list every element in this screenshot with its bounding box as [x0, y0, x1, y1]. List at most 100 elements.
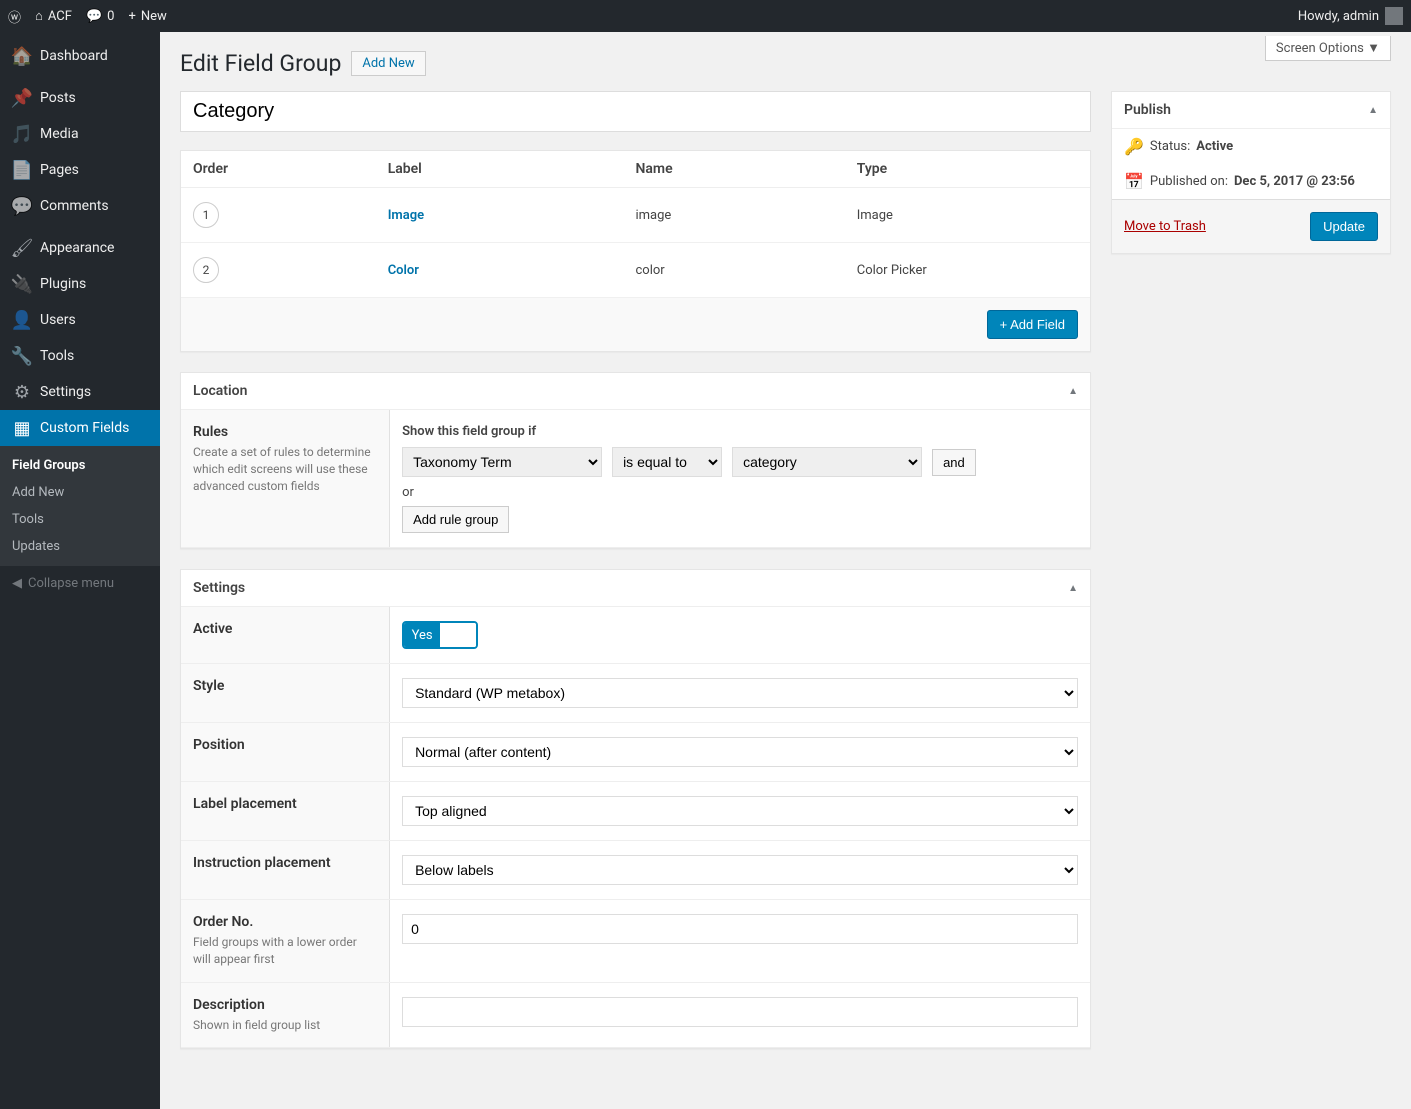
howdy-text: Howdy, admin [1298, 9, 1379, 24]
toggle-on-label: Yes [404, 623, 440, 647]
update-button[interactable]: Update [1310, 212, 1378, 241]
location-panel-header[interactable]: Location▲ [181, 373, 1090, 410]
wrench-icon: 🔧 [12, 346, 32, 366]
show-if-label: Show this field group if [402, 424, 1078, 439]
settings-title: Settings [193, 580, 245, 596]
site-link[interactable]: ⌂ACF [35, 8, 72, 24]
sidebar-item-comments[interactable]: 💬Comments [0, 188, 160, 224]
move-to-trash-link[interactable]: Move to Trash [1124, 219, 1206, 234]
add-new-button[interactable]: Add New [351, 51, 425, 76]
sidebar-label: Posts [40, 90, 76, 106]
published-value: Dec 5, 2017 @ 23:56 [1234, 174, 1355, 189]
screen-options-label: Screen Options [1276, 41, 1364, 56]
instruction-placement-select[interactable]: Below labels [402, 855, 1078, 885]
sidebar-item-tools[interactable]: 🔧 Tools [0, 338, 160, 374]
toggle-off [440, 623, 476, 647]
sidebar-item-posts[interactable]: 📌 Posts [0, 80, 160, 116]
location-param-select[interactable]: Taxonomy Term [402, 447, 602, 477]
col-type: Type [857, 161, 1078, 177]
style-label: Style [193, 678, 377, 694]
field-row[interactable]: 2 Color color Color Picker [181, 243, 1090, 298]
wordpress-icon: ⓦ [8, 7, 21, 26]
settings-panel-header[interactable]: Settings▲ [181, 570, 1090, 607]
col-order: Order [193, 161, 388, 177]
order-no-label: Order No. [193, 914, 377, 930]
add-rule-group-button[interactable]: Add rule group [402, 506, 509, 533]
new-link[interactable]: + New [128, 9, 166, 24]
field-type: Image [857, 208, 1078, 223]
description-label: Description [193, 997, 377, 1013]
submenu-tools[interactable]: Tools [0, 506, 160, 533]
collapse-menu[interactable]: ◀ Collapse menu [0, 566, 160, 601]
label-placement-select[interactable]: Top aligned [402, 796, 1078, 826]
sidebar-label: Media [40, 126, 79, 142]
collapse-label: Collapse menu [28, 576, 114, 591]
location-title: Location [193, 383, 247, 399]
sidebar-item-media[interactable]: 🎵Media [0, 116, 160, 152]
label-placement-label: Label placement [193, 796, 377, 812]
sidebar-item-plugins[interactable]: 🔌 Plugins [0, 266, 160, 302]
order-no-input[interactable] [402, 914, 1078, 944]
comment-icon: 💬 [12, 196, 32, 216]
page-icon: 📄 [12, 160, 32, 180]
status-row: 🔑 Status: Active [1112, 129, 1390, 164]
position-select[interactable]: Normal (after content) [402, 737, 1078, 767]
submenu-add-new[interactable]: Add New [0, 479, 160, 506]
published-label: Published on: [1150, 174, 1228, 189]
field-label-link[interactable]: Color [388, 263, 419, 278]
avatar-icon [1385, 7, 1403, 25]
calendar-icon: 📅 [1124, 172, 1144, 191]
sidebar-item-settings[interactable]: ⚙Settings [0, 374, 160, 410]
comment-icon: 💬 [86, 9, 102, 24]
plugin-icon: 🔌 [12, 274, 32, 294]
user-menu[interactable]: Howdy, admin [1298, 7, 1403, 25]
sidebar-item-dashboard[interactable]: 🏠Dashboard [0, 38, 160, 74]
style-select[interactable]: Standard (WP metabox) [402, 678, 1078, 708]
field-label-link[interactable]: Image [388, 208, 424, 223]
wp-logo[interactable]: ⓦ [8, 7, 21, 26]
order-badge[interactable]: 1 [193, 202, 219, 228]
field-row[interactable]: 1 Image image Image [181, 188, 1090, 243]
active-toggle[interactable]: Yes [402, 621, 478, 649]
page-title: Edit Field Group [180, 50, 341, 77]
brush-icon: 🖌 [12, 238, 32, 258]
chevron-down-icon: ▼ [1367, 41, 1380, 56]
submenu-field-groups[interactable]: Field Groups [0, 452, 160, 479]
comments-count: 0 [107, 9, 114, 24]
location-operator-select[interactable]: is equal to [612, 447, 722, 477]
publish-title: Publish [1124, 102, 1171, 118]
group-title-input[interactable] [180, 91, 1091, 132]
admin-sidebar: 🏠Dashboard 📌 Posts 🎵Media 📄Pages 💬Comment… [0, 32, 160, 1109]
add-field-button[interactable]: + Add Field [987, 310, 1078, 339]
collapse-icon: ◀ [12, 576, 22, 591]
sidebar-item-custom-fields[interactable]: ▦Custom Fields [0, 410, 160, 446]
sidebar-label: Users [40, 312, 76, 328]
pin-icon: 📌 [12, 88, 32, 108]
rules-label: Rules [193, 424, 377, 440]
fields-icon: ▦ [12, 418, 32, 438]
status-value: Active [1196, 139, 1233, 154]
sidebar-item-appearance[interactable]: 🖌Appearance [0, 230, 160, 266]
instruction-placement-label: Instruction placement [193, 855, 377, 871]
description-input[interactable] [402, 997, 1078, 1027]
publish-panel-header[interactable]: Publish▲ [1112, 92, 1390, 129]
new-label: New [141, 9, 167, 24]
comments-link[interactable]: 💬0 [86, 9, 115, 24]
location-value-select[interactable]: category [732, 447, 922, 477]
sidebar-item-pages[interactable]: 📄Pages [0, 152, 160, 188]
field-type: Color Picker [857, 263, 1078, 278]
active-label: Active [193, 621, 377, 637]
add-and-rule-button[interactable]: and [932, 449, 976, 476]
sidebar-item-users[interactable]: 👤 Users [0, 302, 160, 338]
order-no-desc: Field groups with a lower order will app… [193, 935, 357, 966]
user-icon: 👤 [12, 310, 32, 330]
sidebar-label: Plugins [40, 276, 86, 292]
order-badge[interactable]: 2 [193, 257, 219, 283]
fields-table-header: Order Label Name Type [181, 151, 1090, 188]
screen-options-toggle[interactable]: Screen Options ▼ [1265, 36, 1391, 61]
plus-icon: + [128, 9, 135, 24]
sidebar-label: Tools [40, 348, 74, 364]
submenu-updates[interactable]: Updates [0, 533, 160, 560]
published-row: 📅 Published on: Dec 5, 2017 @ 23:56 [1112, 164, 1390, 199]
position-label: Position [193, 737, 377, 753]
